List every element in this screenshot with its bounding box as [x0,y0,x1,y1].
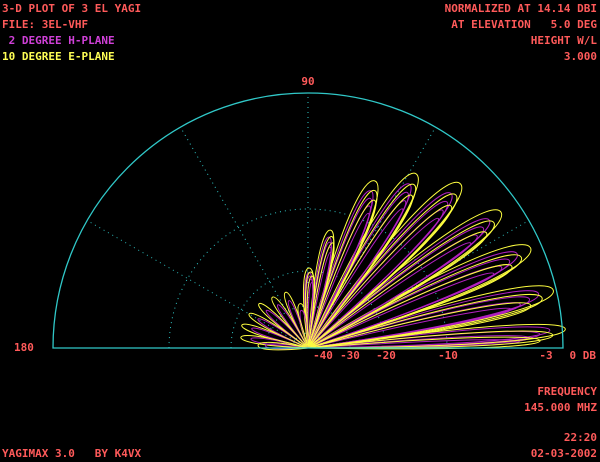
grid-arc [230,270,386,349]
h-plane-lobe [265,343,309,350]
program-name: YAGIMAX 3.0 BY K4VX [2,447,141,460]
h-plane-lobe [257,318,309,349]
h-plane-lobe [307,192,453,349]
h-plane-lobe [307,251,518,349]
h-plane-legend: 2 DEGREE H-PLANE [2,34,115,47]
e-plane-lobe [257,341,309,351]
e-plane-lobe [271,296,309,349]
h-plane-lobe [287,300,309,349]
db-label: -30 [340,349,360,362]
height-value: 3.000 [564,50,597,63]
plot-outline [52,92,564,349]
e-plane-lobe [258,302,309,349]
e-plane-lobe [302,267,315,349]
h-plane-lobe [307,218,491,349]
title: 3-D PLOT OF 3 EL YAGI [2,2,141,15]
e-plane-lobe [307,323,566,349]
angle-label: 180 [14,341,34,354]
e-plane-lobe [307,285,554,349]
normalized: NORMALIZED AT 14.14 DBI [445,2,597,15]
e-plane-lobe [307,183,417,349]
angle-label: 90 [301,75,314,88]
e-plane-legend: 10 DEGREE E-PLANE [2,50,115,63]
e-plane-lobe [307,264,513,349]
date: 02-03-2002 [531,447,597,460]
h-plane-lobe [265,309,309,349]
h-plane-lobe [250,337,309,349]
e-plane-lobe [307,254,523,349]
e-plane-lobe [307,209,503,349]
db-label: -3 [539,349,552,362]
frequency-label: FREQUENCY [537,385,597,398]
e-plane-lobe [307,180,379,349]
height-label: HEIGHT W/L [531,34,598,47]
e-plane-lobe [307,193,458,349]
db-label: -40 [313,349,333,362]
pattern-lobes [240,172,566,351]
db-label: -20 [376,349,396,362]
h-plane-lobe [276,304,309,349]
time: 22:20 [564,431,597,444]
e-plane-lobe [248,312,309,349]
e-plane-lobe [240,334,309,349]
e-plane-lobe [307,220,495,349]
e-plane-lobe [307,294,543,349]
frequency-value: 145.000 MHZ [524,401,597,414]
h-plane-lobe [307,290,540,349]
elevation: AT ELEVATION 5.0 DEG [451,18,597,31]
h-plane-lobe [307,326,551,349]
db-label: -10 [438,349,458,362]
db-label: 0 DB [570,349,597,362]
e-plane-lobe [283,291,309,349]
file-name: FILE: 3EL-VHF [2,18,88,31]
